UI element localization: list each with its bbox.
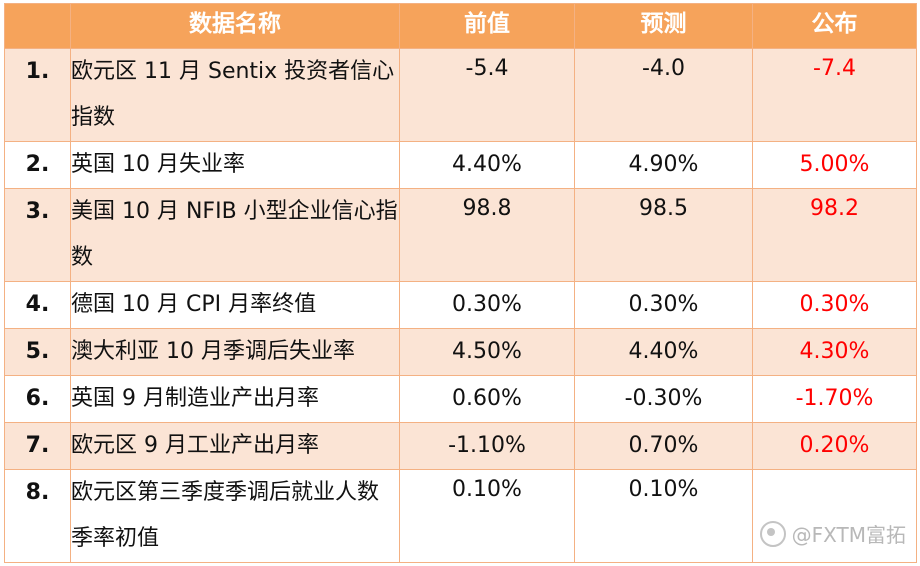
watermark-text: @FXTM富拓 <box>791 523 906 547</box>
header-actual: 公布 <box>752 3 917 49</box>
previous-value: -5.4 <box>399 48 575 142</box>
forecast-value: 0.30% <box>574 281 753 329</box>
row-number: 8. <box>4 469 71 563</box>
header-data-name: 数据名称 <box>70 3 400 49</box>
table-row: 8. 欧元区第三季度季调后就业人数季率初值 0.10% 0.10% <box>4 469 917 563</box>
previous-value: 0.10% <box>399 469 575 563</box>
row-number: 2. <box>4 141 71 189</box>
forecast-value: 98.5 <box>574 188 753 282</box>
indicator-name: 澳大利亚 10 月季调后失业率 <box>70 328 400 376</box>
previous-value: 4.40% <box>399 141 575 189</box>
previous-value: 0.30% <box>399 281 575 329</box>
previous-value: 4.50% <box>399 328 575 376</box>
table-row: 7. 欧元区 9 月工业产出月率 -1.10% 0.70% 0.20% <box>4 422 917 470</box>
table-row: 3. 美国 10 月 NFIB 小型企业信心指数 98.8 98.5 98.2 <box>4 188 917 282</box>
forecast-value: -4.0 <box>574 48 753 142</box>
actual-value: -7.4 <box>752 48 917 142</box>
row-number: 4. <box>4 281 71 329</box>
table-row: 4. 德国 10 月 CPI 月率终值 0.30% 0.30% 0.30% <box>4 281 917 329</box>
forecast-value: 4.90% <box>574 141 753 189</box>
actual-value: 4.30% <box>752 328 917 376</box>
indicator-name: 欧元区 11 月 Sentix 投资者信心指数 <box>70 48 400 142</box>
economic-data-table: 数据名称 前值 预测 公布 1. 欧元区 11 月 Sentix 投资者信心指数… <box>4 3 917 563</box>
header-index <box>4 3 71 49</box>
table-header-row: 数据名称 前值 预测 公布 <box>4 3 917 49</box>
row-number: 7. <box>4 422 71 470</box>
forecast-value: 4.40% <box>574 328 753 376</box>
indicator-name: 欧元区 9 月工业产出月率 <box>70 422 400 470</box>
watermark: @FXTM富拓 <box>759 519 906 548</box>
indicator-name: 英国 10 月失业率 <box>70 141 400 189</box>
actual-value: 5.00% <box>752 141 917 189</box>
actual-value: 0.20% <box>752 422 917 470</box>
actual-value <box>752 469 917 563</box>
table-row: 1. 欧元区 11 月 Sentix 投资者信心指数 -5.4 -4.0 -7.… <box>4 48 917 142</box>
table-row: 5. 澳大利亚 10 月季调后失业率 4.50% 4.40% 4.30% <box>4 328 917 376</box>
previous-value: -1.10% <box>399 422 575 470</box>
header-forecast: 预测 <box>574 3 753 49</box>
header-previous: 前值 <box>399 3 575 49</box>
table-row: 2. 英国 10 月失业率 4.40% 4.90% 5.00% <box>4 141 917 189</box>
indicator-name: 美国 10 月 NFIB 小型企业信心指数 <box>70 188 400 282</box>
wechat-channel-icon <box>759 520 786 547</box>
indicator-name: 英国 9 月制造业产出月率 <box>70 375 400 423</box>
row-number: 1. <box>4 48 71 142</box>
indicator-name: 欧元区第三季度季调后就业人数季率初值 <box>70 469 400 563</box>
previous-value: 0.60% <box>399 375 575 423</box>
forecast-value: -0.30% <box>574 375 753 423</box>
actual-value: 98.2 <box>752 188 917 282</box>
previous-value: 98.8 <box>399 188 575 282</box>
table-row: 6. 英国 9 月制造业产出月率 0.60% -0.30% -1.70% <box>4 375 917 423</box>
indicator-name: 德国 10 月 CPI 月率终值 <box>70 281 400 329</box>
row-number: 6. <box>4 375 71 423</box>
forecast-value: 0.10% <box>574 469 753 563</box>
row-number: 5. <box>4 328 71 376</box>
row-number: 3. <box>4 188 71 282</box>
actual-value: -1.70% <box>752 375 917 423</box>
forecast-value: 0.70% <box>574 422 753 470</box>
actual-value: 0.30% <box>752 281 917 329</box>
